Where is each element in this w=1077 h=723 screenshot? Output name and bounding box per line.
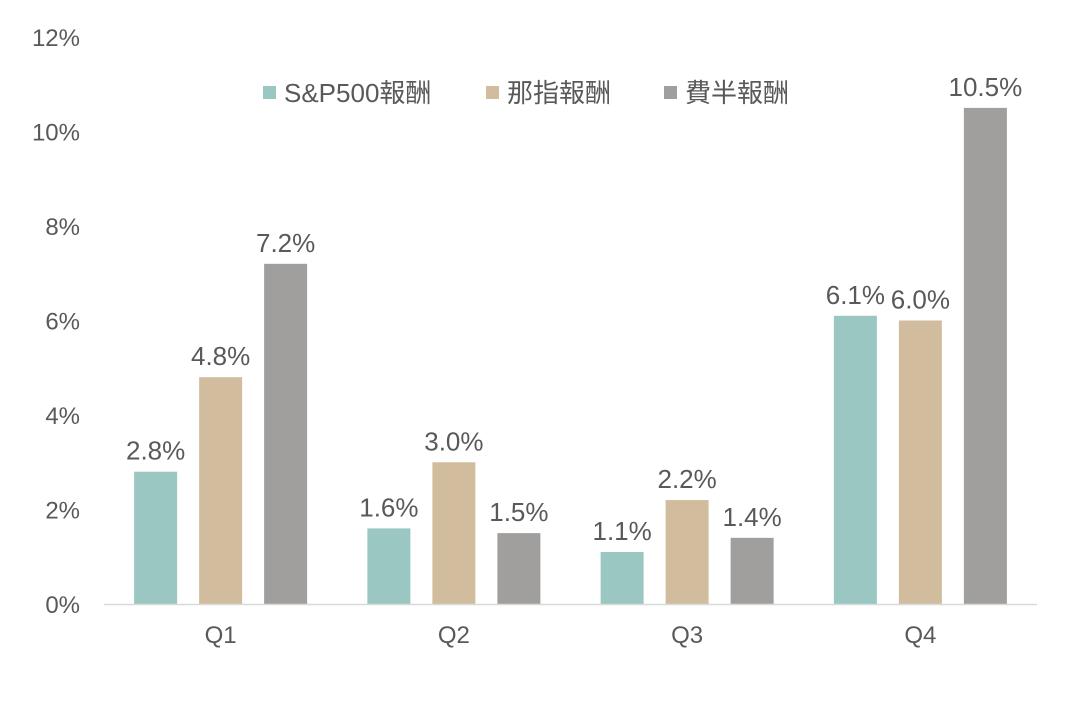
bars-group — [134, 107, 1007, 604]
bar-value-label: 2.8% — [126, 436, 185, 466]
legend-label: 費半報酬 — [685, 78, 789, 108]
legend-swatch — [263, 86, 276, 99]
bar-value-label: 7.2% — [256, 228, 315, 258]
x-category-label: Q3 — [671, 622, 703, 649]
legend-swatch — [486, 86, 499, 99]
bar-value-label: 2.2% — [657, 464, 716, 494]
y-axis-tick-labels: 0% 2% 4% 6% 8% 10% 12% — [32, 25, 80, 619]
legend-label: S&P500報酬 — [284, 78, 431, 108]
bar — [432, 462, 476, 604]
bar — [134, 471, 178, 604]
bar-value-label: 6.0% — [891, 285, 950, 315]
bar — [600, 552, 644, 604]
y-tick-label: 2% — [45, 498, 80, 525]
legend-swatch — [664, 86, 677, 99]
bar-value-label: 1.4% — [722, 502, 781, 532]
bar — [497, 533, 541, 604]
bar — [898, 320, 942, 604]
bar-value-label: 1.5% — [489, 497, 548, 527]
legend: S&P500報酬 那指報酬 費半報酬 — [263, 78, 789, 108]
bar — [833, 315, 877, 604]
legend-label: 那指報酬 — [507, 78, 611, 108]
bar — [199, 377, 243, 604]
bar — [367, 528, 411, 604]
data-labels-group: 2.8% 4.8% 7.2% 1.6% 3.0% 1.5% 1.1%2.2%1.4% 6.1%… — [126, 72, 1022, 546]
x-category-label: Q1 — [205, 622, 237, 649]
bar-value-label: 1.6% — [359, 492, 418, 522]
bar — [963, 107, 1007, 604]
y-tick-label: 4% — [45, 403, 80, 430]
bar-value-label: 10.5% — [949, 72, 1023, 102]
x-axis-category-labels: Q1 Q2 Q3 Q4 — [205, 622, 937, 649]
y-tick-label: 0% — [45, 592, 80, 619]
bar-value-label: 3.0% — [424, 426, 483, 456]
x-category-label: Q2 — [438, 622, 470, 649]
bar — [730, 537, 774, 604]
y-tick-label: 12% — [32, 25, 80, 52]
bar-value-label: 1.1% — [592, 516, 651, 546]
bar-value-label: 6.1% — [826, 280, 885, 310]
bar-value-label: 4.8% — [191, 341, 250, 371]
bar — [665, 500, 709, 604]
bar — [264, 263, 308, 604]
y-tick-label: 6% — [45, 309, 80, 336]
y-tick-label: 8% — [45, 214, 80, 241]
x-category-label: Q4 — [904, 622, 936, 649]
y-tick-label: 10% — [32, 120, 80, 147]
